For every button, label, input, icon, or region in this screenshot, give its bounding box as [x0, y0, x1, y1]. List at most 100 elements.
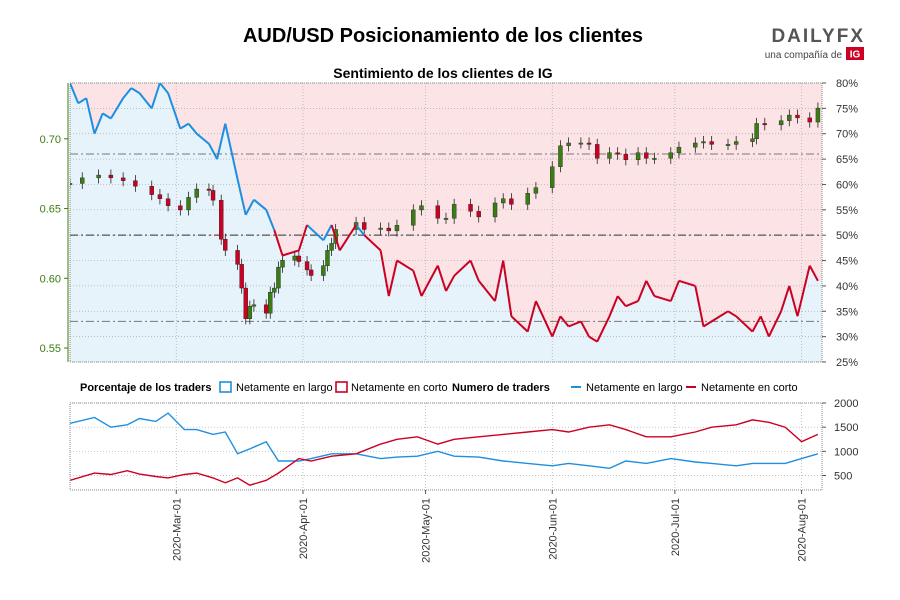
candle-body — [165, 198, 171, 206]
candle-body — [762, 123, 767, 126]
candle-body — [754, 123, 759, 140]
candle-body — [668, 152, 673, 159]
candle-body — [235, 250, 240, 265]
pct-tick-label: 60% — [836, 179, 858, 191]
candle-body — [386, 227, 391, 232]
candle-body — [268, 292, 273, 314]
num-long-line — [70, 412, 819, 470]
candle-body — [80, 177, 85, 184]
candle-body — [644, 152, 649, 159]
num-short-line — [70, 419, 819, 486]
traders-axis-ticks: 2000 1500 1000 500 — [822, 398, 858, 483]
legend-pct-short-swatch — [335, 381, 348, 393]
logo-subtext: una compañía de — [765, 50, 843, 61]
date-tick-label: 2020-Mar-01 — [171, 498, 183, 561]
pct-tick-label: 55% — [836, 205, 858, 217]
candle-body — [795, 114, 800, 119]
price-candles — [70, 102, 821, 325]
candle-body — [468, 204, 473, 212]
ig-logo-text: IG — [850, 50, 861, 61]
candle-body — [652, 158, 657, 160]
main-frame — [69, 82, 823, 363]
price-tick-label: 0.60 — [40, 273, 61, 285]
candle-body — [787, 114, 792, 121]
pct-tick-label: 35% — [836, 306, 858, 318]
date-tick-label: 2020-Jun-01 — [547, 498, 559, 560]
pct-tick-label: 25% — [836, 357, 858, 369]
candle-body — [676, 146, 682, 153]
candle-body — [586, 142, 592, 145]
candle-body — [178, 205, 183, 211]
candle-body — [635, 152, 641, 160]
legend-num-title: Numero de traders — [452, 382, 550, 394]
candle-body — [419, 205, 424, 211]
candle-body — [378, 227, 383, 230]
candle-body — [558, 145, 563, 167]
candle-body — [525, 193, 530, 205]
traders-tick-label: 500 — [834, 471, 852, 483]
chart-title: AUD/USD Posicionamiento de los clientes — [243, 25, 643, 47]
candle-body — [443, 218, 449, 220]
candle-body — [550, 166, 555, 188]
candle-body — [325, 250, 330, 266]
candle-body — [194, 188, 199, 198]
candle-body — [733, 141, 739, 145]
candle-body — [476, 211, 481, 218]
candle-body — [272, 287, 277, 293]
pct-tick-label: 80% — [836, 78, 858, 90]
candle-body — [70, 183, 73, 185]
candle-body — [247, 306, 253, 319]
bottom-frame — [69, 402, 823, 491]
pct-tick-label: 65% — [836, 154, 858, 166]
candle-body — [157, 194, 163, 199]
pct-axis-ticks: 80% 75% 70% 65% 60% 55% 50% 45% 40% 35% 30% 25% — [822, 78, 858, 369]
candle-body — [321, 265, 326, 276]
candle-body — [149, 186, 154, 195]
candle-body — [533, 187, 539, 194]
candle-body — [223, 239, 228, 251]
candle-body — [308, 269, 314, 276]
candle-body — [709, 141, 714, 145]
candle-body — [251, 304, 257, 307]
price-tick-label: 0.55 — [40, 343, 61, 355]
candle-body — [304, 261, 310, 271]
candle-body — [263, 304, 269, 314]
candle-body — [280, 259, 285, 268]
candle-body — [133, 180, 138, 187]
candle-body — [725, 144, 731, 146]
candle-body — [296, 255, 302, 262]
candle-body — [362, 222, 367, 230]
pct-tick-label: 75% — [836, 103, 858, 115]
candle-body — [96, 174, 101, 179]
traders-tick-label: 1000 — [834, 446, 858, 458]
price-sentiment-panel: 0.70 0.65 0.60 0.55 80% 75% 70% 65% 60% 55% 50% 45… — [40, 78, 859, 369]
pct-tick-label: 70% — [836, 129, 858, 141]
date-tick-label: 2020-Apr-01 — [298, 498, 310, 559]
legend-pct-short: Netamente en corto — [351, 382, 448, 394]
net-short-pct-line — [273, 224, 819, 343]
candle-body — [693, 142, 698, 148]
dailyfx-logo: DAILYFX una compañía de IG — [765, 26, 864, 61]
candle-body — [509, 198, 514, 205]
net-long-pct-line — [70, 83, 366, 242]
pct-tick-label: 50% — [836, 230, 858, 242]
candle-body — [219, 199, 224, 240]
candle-body — [276, 266, 281, 289]
price-tick-label: 0.70 — [40, 134, 61, 146]
net-short-area — [70, 83, 822, 342]
date-axis: 2020-Mar-01 2020-Apr-01 2020-May-01 2020-Ju… — [171, 490, 809, 563]
traders-tick-label: 2000 — [834, 398, 858, 410]
traders-tick-label: 1500 — [834, 422, 858, 434]
pct-tick-label: 45% — [836, 256, 858, 268]
legend: Porcentaje de los traders Netamente en l… — [80, 381, 798, 394]
legend-num-long: Netamente en largo — [586, 382, 683, 394]
candle-body — [807, 117, 812, 123]
pct-tick-label: 30% — [836, 332, 858, 344]
legend-num-short: Netamente en corto — [701, 382, 798, 394]
legend-pct-title: Porcentaje de los traders — [80, 382, 211, 394]
legend-pct-long-swatch — [219, 381, 232, 393]
reference-lines — [70, 153, 822, 322]
candle-body — [566, 142, 571, 146]
date-tick-label: 2020-Aug-01 — [797, 498, 809, 562]
